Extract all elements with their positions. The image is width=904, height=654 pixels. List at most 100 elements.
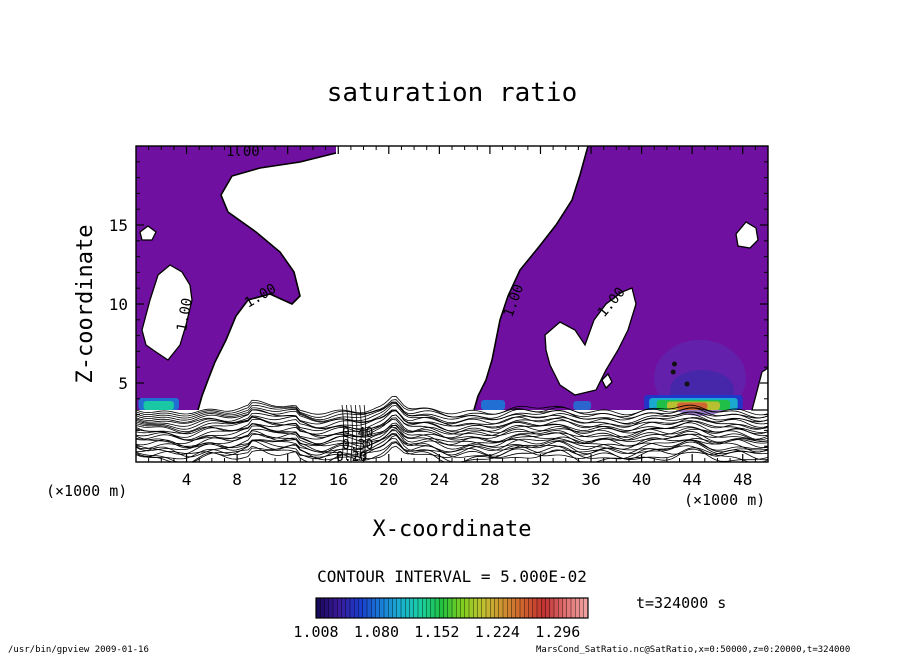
colorbar-frame	[315, 597, 589, 619]
surface-contour-line	[136, 403, 768, 424]
pocket-right-mid	[544, 287, 637, 396]
colorbar-swatch	[367, 598, 372, 618]
colorbar-swatch	[554, 598, 559, 618]
colorbar-swatch	[583, 598, 589, 618]
colorbar-swatch	[558, 598, 563, 618]
colorbar-swatch	[452, 598, 457, 618]
surface-contour-line-vertical	[341, 404, 344, 461]
surface-colored-layer	[138, 361, 743, 410]
colorbar-tick-label: 1.152	[414, 623, 459, 641]
surface-contour-line-vertical	[346, 404, 349, 461]
y-tick-label: 5	[118, 374, 128, 393]
colorbar-swatch	[418, 598, 423, 618]
unsaturated-pockets	[139, 221, 768, 411]
x-axis-unit-left: (×1000 m)	[46, 482, 127, 500]
pocket-left-low	[141, 264, 193, 361]
surface-contour-line	[136, 395, 768, 416]
colorbar-swatch	[575, 598, 580, 618]
surface-contour-lines	[136, 395, 768, 462]
colorbar-swatch	[350, 598, 355, 618]
supersaturated-region-left	[136, 146, 336, 410]
colorbar-swatch	[401, 598, 406, 618]
colorbar-swatch	[430, 598, 436, 618]
colorbar-swatch	[528, 598, 534, 618]
surface-contour-line	[136, 434, 768, 458]
x-tick-label: 40	[632, 470, 651, 489]
surface-contour-line	[136, 419, 768, 438]
y-axis-label: Z-coordinate	[73, 225, 98, 384]
colorbar-swatch	[443, 598, 449, 618]
colorbar-tick-label: 1.008	[293, 623, 338, 641]
colorbar-swatch	[566, 598, 572, 618]
surface-contour-line	[136, 428, 768, 450]
x-axis-label: X-coordinate	[373, 517, 532, 542]
colorbar-swatch	[515, 598, 521, 618]
colorbar-tick-label: 1.080	[354, 623, 399, 641]
colorbar-swatch	[579, 598, 585, 618]
colorbar-labels: 1.008 1.080 1.152 1.224 1.296	[293, 623, 580, 641]
x-axis: 4 8 12 16 20 24 28 32 36 40 44 48	[148, 146, 756, 489]
surface-band	[481, 400, 506, 410]
x-tick-label: 44	[683, 470, 702, 489]
colorbar-swatch	[405, 598, 410, 618]
contour-label-low-b: 0.30	[342, 438, 373, 453]
colorbar-swatch	[379, 598, 385, 618]
surface-contour-line	[136, 422, 768, 441]
colorbar-swatch	[388, 598, 393, 618]
colorbar-swatch	[409, 598, 415, 618]
colorbar-swatch	[562, 598, 568, 618]
surface-contour-line	[136, 401, 768, 421]
surface-contour-line-vertical	[354, 404, 358, 461]
footer-left: /usr/bin/gpview 2009-01-16	[8, 645, 149, 654]
surface-band	[573, 401, 592, 410]
colorbar-tick-label: 1.296	[535, 623, 580, 641]
plot-area	[136, 146, 768, 462]
colorbar-swatch	[341, 598, 347, 618]
colorbar-swatch	[456, 598, 461, 618]
surface-contour-line	[136, 410, 768, 433]
x-tick-label: 28	[480, 470, 499, 489]
contour-label-top: 1.00	[226, 144, 260, 160]
colorbar-swatch	[460, 598, 466, 618]
colorbar-swatch	[396, 598, 402, 618]
colorbar-swatch	[447, 598, 453, 618]
x-tick-label: 20	[379, 470, 398, 489]
colorbar-swatch	[541, 598, 546, 618]
colorbar-swatch	[545, 598, 551, 618]
colorbar-swatch	[337, 598, 342, 618]
colorbar-swatch	[494, 598, 500, 618]
x-tick-label: 16	[329, 470, 348, 489]
x-tick-label: 4	[182, 470, 192, 489]
colorbar-swatch	[392, 598, 398, 618]
colorbar-swatch	[328, 598, 334, 618]
colorbar-swatch	[435, 598, 440, 618]
surface-contour-line	[136, 405, 768, 425]
contour-label-left: 1.00	[174, 297, 196, 333]
surface-contour-line	[136, 438, 768, 461]
colorbar-swatch	[498, 598, 504, 618]
x-axis-unit-right: (×1000 m)	[684, 491, 765, 509]
colorbar-swatch	[469, 598, 474, 618]
pocket-right-tiny	[601, 372, 613, 390]
contour-dot	[684, 381, 690, 387]
surface-contour-line	[136, 409, 768, 430]
pocket-left-small	[139, 225, 157, 241]
colorbar-swatch	[426, 598, 432, 618]
colorbar-swatch	[333, 598, 338, 618]
colorbar-swatch	[324, 598, 330, 618]
surface-contour-line-vertical	[359, 404, 362, 461]
y-tick-label: 10	[109, 295, 128, 314]
colorbar-swatch	[481, 598, 487, 618]
x-tick-label: 32	[531, 470, 550, 489]
surface-contour-line	[136, 433, 768, 453]
colorbar-swatch	[511, 598, 517, 618]
colorbar-swatch	[490, 598, 495, 618]
y-axis: 5 10 15	[109, 161, 768, 447]
x-tick-label: 48	[733, 470, 752, 489]
x-tick-label: 36	[581, 470, 600, 489]
colorbar-swatch	[413, 598, 419, 618]
colorbar-swatch	[486, 598, 491, 618]
colorbar-swatch	[473, 598, 478, 618]
contour-interval: CONTOUR INTERVAL = 5.000E-02	[317, 567, 587, 586]
